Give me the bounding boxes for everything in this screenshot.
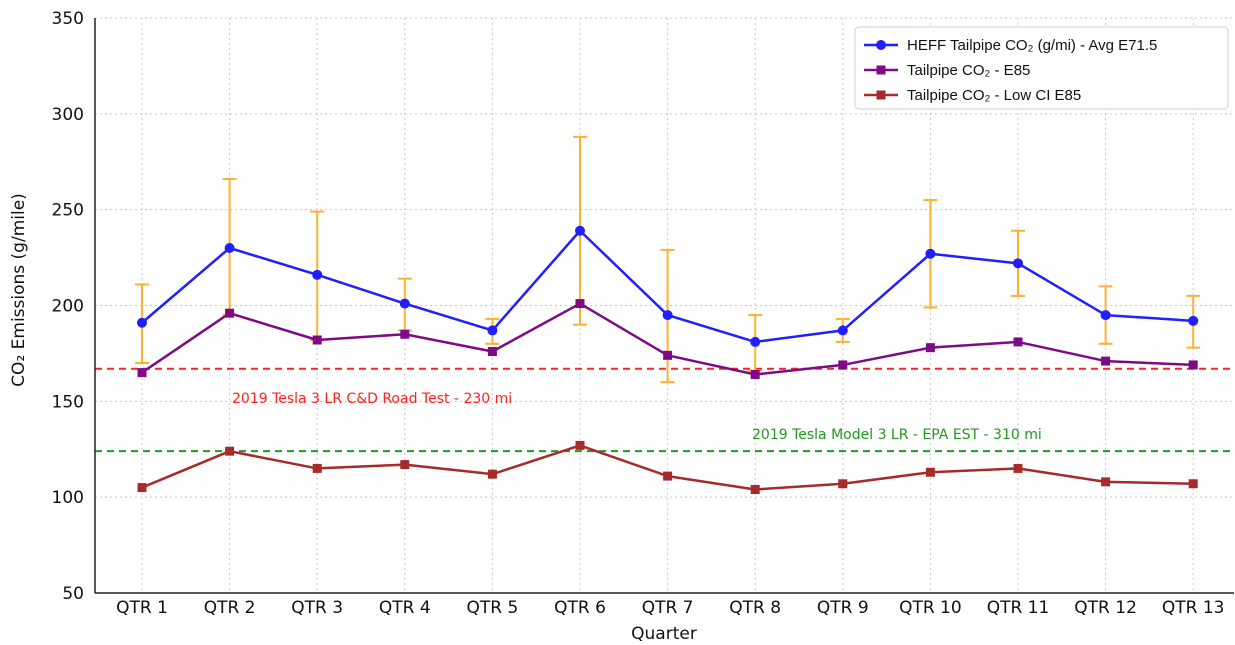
x-axis-title: Quarter — [631, 624, 697, 644]
y-tick-labels: 50 100 150 200 250 300 350 — [52, 9, 84, 604]
legend-label: Tailpipe CO₂ - Low CI E85 — [907, 87, 1081, 104]
x-tick-label: QTR 12 — [1074, 598, 1137, 618]
data-point — [837, 325, 848, 336]
legend-box — [854, 26, 1229, 110]
data-point — [925, 343, 935, 353]
y-tick-label: 350 — [52, 9, 84, 29]
data-point — [1013, 258, 1023, 269]
data-point — [663, 471, 673, 481]
legend-label: Tailpipe CO₂ - E85 — [907, 62, 1030, 79]
data-point — [137, 317, 147, 328]
series-markers — [137, 225, 1199, 494]
legend-marker — [876, 40, 886, 50]
data-point — [225, 446, 235, 456]
x-tick-label: QTR 5 — [467, 598, 519, 618]
x-tick-label: QTR 11 — [987, 598, 1050, 618]
data-point — [1100, 310, 1111, 321]
data-point — [487, 325, 498, 336]
data-point — [400, 460, 410, 470]
y-tick-label: 100 — [52, 488, 84, 508]
data-point — [1188, 315, 1199, 326]
data-point — [312, 463, 322, 473]
data-point — [312, 269, 323, 280]
data-point — [1188, 479, 1198, 489]
legend-marker — [876, 90, 886, 100]
data-point — [925, 467, 935, 477]
axes — [94, 18, 1234, 594]
data-point — [662, 310, 673, 321]
x-tick-labels: QTR 1 QTR 2 QTR 3 QTR 4 QTR 5 QTR 6 QTR 7 QTR 8… — [116, 598, 1224, 618]
y-tick-label: 250 — [52, 201, 84, 221]
x-tick-label: QTR 8 — [729, 598, 781, 618]
data-point — [137, 483, 147, 493]
data-point — [838, 360, 848, 370]
data-point — [575, 225, 585, 236]
reference-lines: 2019 Tesla 3 LR C&D Road Test - 230 mi 20… — [95, 367, 1234, 453]
data-point — [925, 248, 936, 259]
data-point — [1013, 463, 1023, 473]
grid — [95, 17, 1234, 594]
data-point — [750, 336, 761, 347]
y-tick-label: 200 — [52, 297, 84, 317]
y-tick-label: 300 — [52, 105, 84, 125]
data-point — [224, 243, 235, 253]
legend-marker — [876, 65, 886, 75]
data-point — [487, 347, 497, 356]
x-tick-label: QTR 6 — [554, 598, 606, 618]
data-point — [575, 440, 585, 450]
x-tick-label: QTR 3 — [291, 598, 343, 618]
data-point — [663, 350, 673, 360]
data-point — [487, 469, 497, 479]
data-point — [1013, 337, 1023, 347]
data-point — [1101, 477, 1111, 487]
data-point — [750, 485, 760, 494]
data-point — [400, 329, 410, 339]
x-tick-label: QTR 10 — [899, 598, 962, 618]
data-point — [312, 335, 322, 345]
x-tick-label: QTR 2 — [204, 598, 256, 618]
data-point — [750, 370, 760, 379]
data-point — [137, 368, 147, 378]
y-axis-title: CO₂ Emissions (g/mile) — [9, 193, 29, 387]
y-tick-label: 50 — [62, 584, 84, 604]
x-tick-label: QTR 1 — [116, 598, 168, 618]
x-tick-label: QTR 7 — [642, 598, 694, 618]
x-tick-label: QTR 13 — [1162, 598, 1225, 618]
legend-label: HEFF Tailpipe CO₂ (g/mi) - Avg E71.5 — [907, 37, 1157, 54]
data-point — [225, 308, 235, 318]
reference-line-label: 2019 Tesla 3 LR C&D Road Test - 230 mi — [232, 391, 512, 407]
x-tick-label: QTR 4 — [379, 598, 431, 618]
data-point — [575, 299, 585, 309]
data-point — [1101, 356, 1111, 366]
legend: HEFF Tailpipe CO₂ (g/mi) - Avg E71.5 Tail… — [854, 26, 1229, 110]
reference-line-label: 2019 Tesla Model 3 LR - EPA EST - 310 mi — [752, 427, 1042, 443]
data-point — [838, 479, 848, 489]
y-tick-label: 150 — [52, 392, 84, 412]
x-tick-label: QTR 9 — [817, 598, 869, 618]
data-point — [399, 298, 410, 309]
data-point — [1188, 360, 1198, 370]
